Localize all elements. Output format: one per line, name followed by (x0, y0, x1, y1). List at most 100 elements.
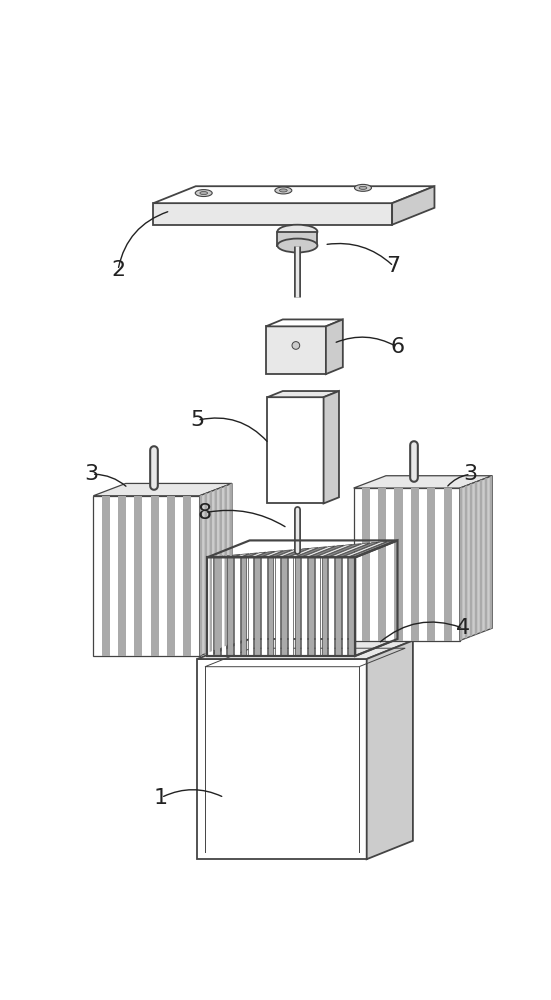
Polygon shape (411, 488, 419, 641)
Polygon shape (362, 488, 370, 641)
Polygon shape (268, 550, 292, 557)
Polygon shape (308, 545, 344, 557)
Text: 7: 7 (387, 256, 401, 276)
Polygon shape (118, 496, 126, 656)
Polygon shape (342, 541, 387, 557)
Polygon shape (197, 641, 413, 659)
Polygon shape (480, 480, 482, 633)
Text: 8: 8 (198, 503, 212, 523)
Polygon shape (378, 488, 386, 641)
Polygon shape (167, 496, 175, 656)
Polygon shape (328, 543, 370, 557)
Text: 3: 3 (463, 464, 478, 484)
Polygon shape (354, 488, 460, 641)
Polygon shape (93, 483, 232, 496)
Polygon shape (315, 557, 320, 656)
Text: 1: 1 (154, 788, 168, 808)
Polygon shape (395, 488, 403, 641)
Polygon shape (274, 557, 280, 656)
Polygon shape (101, 496, 110, 656)
Polygon shape (342, 557, 347, 656)
Polygon shape (228, 554, 240, 557)
Polygon shape (134, 496, 142, 656)
Polygon shape (197, 659, 367, 859)
Polygon shape (241, 553, 258, 557)
Polygon shape (214, 556, 223, 557)
Polygon shape (219, 487, 222, 648)
Polygon shape (266, 319, 343, 326)
Polygon shape (301, 557, 307, 656)
Polygon shape (475, 481, 477, 635)
Polygon shape (301, 546, 336, 557)
Ellipse shape (275, 187, 292, 194)
Polygon shape (255, 551, 275, 557)
Polygon shape (224, 485, 227, 646)
Polygon shape (295, 547, 327, 557)
Polygon shape (214, 557, 219, 656)
Polygon shape (247, 552, 266, 557)
Polygon shape (427, 488, 435, 641)
Polygon shape (295, 557, 300, 656)
Polygon shape (207, 639, 397, 656)
Polygon shape (490, 476, 492, 629)
Polygon shape (241, 557, 246, 656)
Polygon shape (234, 557, 240, 656)
Polygon shape (315, 544, 353, 557)
Polygon shape (93, 496, 199, 656)
Polygon shape (153, 186, 434, 203)
Polygon shape (335, 542, 379, 557)
Polygon shape (183, 496, 191, 656)
Polygon shape (281, 557, 287, 656)
Ellipse shape (277, 239, 317, 252)
Polygon shape (277, 232, 317, 246)
Polygon shape (322, 544, 361, 557)
Polygon shape (470, 483, 472, 637)
Polygon shape (204, 493, 207, 654)
Polygon shape (354, 476, 492, 488)
Polygon shape (214, 489, 217, 650)
Polygon shape (261, 551, 284, 557)
Ellipse shape (200, 192, 208, 195)
Polygon shape (267, 391, 339, 397)
Polygon shape (444, 488, 452, 641)
Polygon shape (460, 476, 492, 641)
Ellipse shape (279, 189, 287, 192)
Polygon shape (266, 326, 326, 374)
Polygon shape (328, 557, 334, 656)
Polygon shape (485, 478, 487, 631)
Ellipse shape (359, 186, 367, 189)
Polygon shape (228, 557, 233, 656)
Polygon shape (335, 557, 341, 656)
Polygon shape (348, 541, 396, 557)
Polygon shape (153, 203, 392, 225)
Polygon shape (234, 554, 249, 557)
Text: 2: 2 (111, 260, 125, 280)
Polygon shape (199, 495, 202, 656)
Text: 6: 6 (391, 337, 404, 357)
Polygon shape (247, 557, 253, 656)
Polygon shape (308, 557, 314, 656)
Polygon shape (261, 557, 267, 656)
Polygon shape (207, 557, 213, 656)
Polygon shape (367, 641, 413, 859)
Polygon shape (281, 548, 310, 557)
Polygon shape (221, 555, 231, 557)
Polygon shape (322, 557, 327, 656)
Polygon shape (288, 557, 294, 656)
Polygon shape (274, 549, 301, 557)
Polygon shape (199, 483, 232, 656)
Ellipse shape (195, 190, 212, 197)
Text: 5: 5 (190, 410, 204, 430)
Polygon shape (268, 557, 273, 656)
Polygon shape (288, 547, 318, 557)
Ellipse shape (277, 225, 317, 239)
Polygon shape (392, 186, 434, 225)
Polygon shape (221, 557, 226, 656)
Polygon shape (323, 391, 339, 503)
Polygon shape (460, 487, 462, 641)
Polygon shape (326, 319, 343, 374)
Circle shape (292, 342, 300, 349)
Polygon shape (348, 557, 354, 656)
Polygon shape (150, 496, 159, 656)
Ellipse shape (354, 184, 371, 191)
